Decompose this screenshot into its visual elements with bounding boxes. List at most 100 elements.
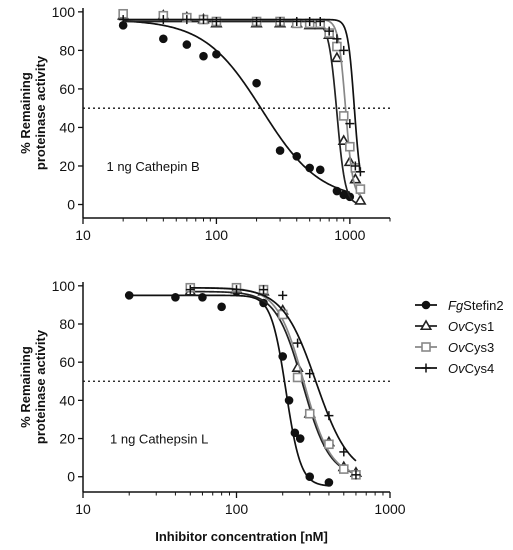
legend-marker-plus bbox=[421, 363, 431, 373]
data-point-plus bbox=[232, 285, 241, 295]
data-point-square bbox=[338, 464, 349, 474]
data-point-circle bbox=[252, 78, 261, 88]
series-plus bbox=[185, 285, 361, 480]
x-tick-label: 100 bbox=[205, 227, 229, 243]
enzyme-annotation: 1 ng Cathepin B bbox=[106, 159, 199, 174]
data-point-plus bbox=[158, 15, 168, 25]
data-point-circle bbox=[199, 51, 208, 61]
data-point-plus bbox=[292, 16, 302, 26]
y-tick-label: 80 bbox=[59, 42, 75, 58]
data-point-plus bbox=[332, 34, 342, 44]
data-point-plus bbox=[198, 15, 208, 25]
y-tick-label: 100 bbox=[52, 4, 76, 20]
data-point-plus bbox=[211, 16, 221, 26]
legend-item-square: OvCys3 bbox=[415, 340, 494, 355]
x-tick-label: 10 bbox=[75, 501, 91, 517]
data-point-square bbox=[332, 41, 342, 52]
data-point-triangle bbox=[330, 51, 344, 63]
data-point-plus bbox=[355, 167, 365, 177]
data-point-plus bbox=[275, 16, 285, 26]
fit-curve-plus bbox=[123, 18, 362, 173]
data-point-square bbox=[292, 372, 303, 383]
data-point-plus bbox=[339, 447, 349, 457]
x-tick-label: 1000 bbox=[374, 501, 405, 517]
data-point-circle bbox=[159, 34, 168, 44]
legend-label: FgStefin2 bbox=[448, 298, 504, 313]
legend-marker-circle bbox=[421, 300, 431, 310]
legend-marker-square bbox=[421, 342, 431, 352]
data-point-plus bbox=[259, 285, 269, 295]
y-tick-label: 20 bbox=[59, 158, 75, 174]
y-tick-label: 60 bbox=[59, 81, 75, 97]
data-point-circle bbox=[290, 428, 300, 438]
fit-curve-triangle bbox=[123, 20, 361, 205]
data-point-plus bbox=[305, 369, 315, 379]
data-point-plus bbox=[293, 338, 303, 348]
legend: FgStefin2 OvCys1 OvCys3 OvCys4 bbox=[415, 298, 504, 376]
fit-curve-circle bbox=[123, 20, 351, 194]
legend-item-plus: OvCys4 bbox=[415, 361, 494, 376]
data-point-square bbox=[355, 184, 366, 194]
data-point-circle bbox=[324, 478, 334, 487]
legend-label: OvCys1 bbox=[448, 319, 494, 334]
data-point-plus bbox=[305, 16, 315, 26]
x-tick-label: 1000 bbox=[334, 227, 365, 243]
data-point-circle bbox=[124, 291, 134, 300]
legend-marker-triangle bbox=[419, 319, 433, 331]
data-point-triangle bbox=[354, 194, 367, 205]
x-axis-title: Inhibitor concentration [nM] bbox=[155, 529, 328, 544]
data-point-circle bbox=[275, 146, 285, 155]
data-point-circle bbox=[292, 152, 302, 161]
y-axis-title: % Remainingproteinase activity bbox=[18, 329, 48, 444]
data-point-circle bbox=[284, 396, 294, 405]
series-triangle bbox=[184, 283, 363, 477]
legend-item-circle: FgStefin2 bbox=[415, 298, 504, 313]
series-circle bbox=[118, 20, 355, 202]
data-point-circle bbox=[315, 165, 325, 175]
data-point-circle bbox=[212, 49, 221, 59]
x-tick-label: 10 bbox=[75, 227, 91, 243]
data-point-circle bbox=[305, 163, 314, 173]
data-point-circle bbox=[198, 292, 207, 302]
data-point-plus bbox=[185, 285, 195, 295]
data-point-square bbox=[338, 111, 349, 121]
data-point-circle bbox=[171, 292, 180, 302]
data-point-plus bbox=[324, 26, 334, 36]
series-circle bbox=[124, 287, 334, 487]
data-point-circle bbox=[217, 302, 226, 312]
data-point-plus bbox=[339, 45, 349, 55]
data-point-plus bbox=[345, 119, 355, 129]
enzyme-annotation: 1 ng Cathepsin L bbox=[110, 432, 208, 447]
data-point-square bbox=[324, 439, 334, 450]
y-axis-title: % Remainingproteinase activity bbox=[18, 55, 48, 170]
data-point-plus bbox=[350, 161, 360, 171]
y-tick-label: 40 bbox=[59, 392, 75, 408]
y-tick-label: 80 bbox=[59, 316, 75, 332]
fit-curve-circle bbox=[129, 294, 329, 487]
data-point-circle bbox=[305, 472, 315, 482]
legend-label: OvCys4 bbox=[448, 361, 494, 376]
data-point-circle bbox=[332, 186, 342, 196]
series-triangle bbox=[117, 9, 367, 205]
data-point-square bbox=[304, 408, 315, 419]
y-tick-label: 20 bbox=[59, 431, 75, 447]
legend-item-triangle: OvCys1 bbox=[415, 319, 494, 334]
data-point-plus bbox=[324, 411, 334, 421]
data-point-plus bbox=[252, 16, 262, 26]
y-tick-label: 0 bbox=[67, 197, 75, 213]
y-tick-label: 100 bbox=[52, 278, 76, 294]
fit-curve-plus bbox=[190, 286, 357, 462]
y-tick-label: 60 bbox=[59, 354, 75, 370]
data-point-plus bbox=[182, 15, 192, 25]
series-plus bbox=[118, 15, 365, 177]
y-tick-label: 40 bbox=[59, 119, 75, 135]
chart-panel-1: 0 20 40 60 80 100 10 100 1000 % Remainingproteina… bbox=[18, 4, 391, 243]
chart-panel-2: 0 20 40 60 80 100 10 100 1000 % Remainingproteina… bbox=[18, 278, 406, 544]
data-point-circle bbox=[182, 40, 192, 49]
y-tick-label: 0 bbox=[67, 469, 75, 485]
data-point-plus bbox=[118, 15, 128, 25]
data-point-plus bbox=[278, 290, 288, 300]
data-point-plus bbox=[315, 16, 325, 26]
data-point-circle bbox=[295, 434, 305, 443]
